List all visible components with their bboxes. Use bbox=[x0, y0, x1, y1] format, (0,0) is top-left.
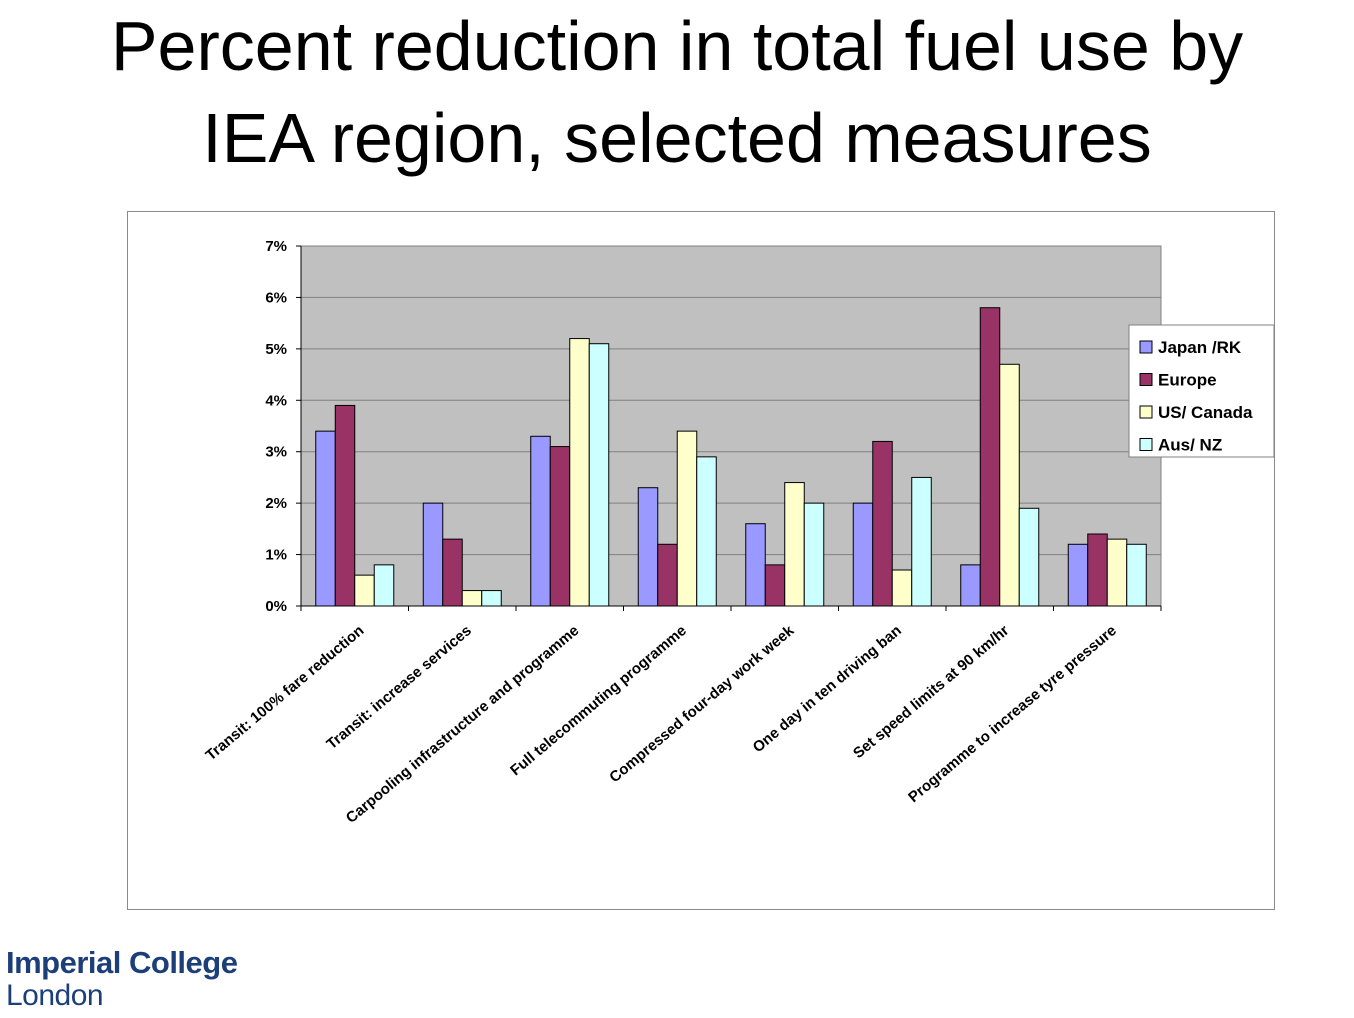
x-tick-label: Compressed four-day work week bbox=[606, 622, 798, 787]
bar bbox=[764, 564, 786, 607]
y-tick-label: 6% bbox=[265, 289, 287, 306]
bar bbox=[999, 363, 1020, 607]
slide-title-line-2: IEA region, selected measures bbox=[202, 99, 1152, 177]
bar bbox=[891, 569, 913, 607]
bar bbox=[872, 440, 893, 607]
bar bbox=[676, 430, 698, 607]
bar bbox=[315, 430, 336, 607]
y-tick-label: 5% bbox=[265, 341, 287, 358]
y-tick-label: 2% bbox=[265, 495, 287, 512]
bar bbox=[373, 564, 395, 607]
bar bbox=[481, 590, 502, 607]
y-tick-label: 1% bbox=[265, 547, 287, 564]
bar bbox=[334, 404, 356, 607]
imperial-college-logo: Imperial College London bbox=[6, 945, 238, 1012]
bar bbox=[637, 487, 659, 607]
bar-chart: 0%1%2%3%4%5%6%7%Transit: 100% fare reduc… bbox=[202, 238, 1275, 827]
bar bbox=[1106, 538, 1128, 607]
bar bbox=[530, 435, 551, 607]
bar bbox=[784, 482, 805, 607]
bar bbox=[354, 574, 375, 607]
bar bbox=[1067, 543, 1089, 607]
y-tick-label: 4% bbox=[265, 392, 287, 409]
bar bbox=[696, 456, 717, 607]
bar bbox=[803, 502, 825, 607]
legend-swatch bbox=[1139, 340, 1153, 354]
slide-title-line-1: Percent reduction in total fuel use by bbox=[110, 7, 1244, 85]
x-tick-label: Programme to increase tyre pressure bbox=[905, 622, 1120, 806]
bar bbox=[960, 564, 981, 607]
y-tick-label: 3% bbox=[265, 444, 287, 461]
logo-line-1: Imperial College bbox=[6, 945, 238, 980]
legend-box bbox=[1128, 324, 1275, 458]
legend-swatch bbox=[1139, 438, 1153, 451]
y-tick-label: 0% bbox=[265, 598, 287, 615]
bar bbox=[549, 446, 571, 607]
slide-title: Percent reduction in total fuel use by I… bbox=[0, 0, 1354, 184]
bar bbox=[911, 476, 932, 607]
legend-label: Aus/ NZ bbox=[1158, 436, 1222, 455]
bar bbox=[442, 538, 463, 607]
bar bbox=[979, 307, 1001, 607]
bar bbox=[1126, 543, 1147, 607]
bar bbox=[461, 590, 483, 607]
x-tick-label: Full telecommuting programme bbox=[507, 622, 690, 779]
legend-swatch bbox=[1139, 405, 1153, 419]
bar bbox=[745, 523, 766, 607]
x-tick-label: Carpooling infrastructure and programme bbox=[343, 622, 582, 827]
bar bbox=[1018, 507, 1040, 607]
legend-label: Japan /RK bbox=[1158, 338, 1242, 357]
legend-label: Europe bbox=[1158, 371, 1217, 390]
bar bbox=[657, 543, 678, 607]
bar bbox=[422, 502, 444, 607]
legend-swatch bbox=[1139, 373, 1153, 386]
legend-label: US/ Canada bbox=[1158, 403, 1253, 422]
bar bbox=[1087, 533, 1108, 607]
chart-frame: 0% 1% 2% 3% 4% 5% 6% 7% Transit: 100% fare reduc… bbox=[127, 211, 1275, 910]
bar bbox=[588, 343, 610, 607]
y-tick-label: 7% bbox=[265, 238, 287, 255]
bar bbox=[852, 502, 874, 607]
bar bbox=[569, 338, 590, 607]
logo-line-2: London bbox=[6, 979, 104, 1012]
